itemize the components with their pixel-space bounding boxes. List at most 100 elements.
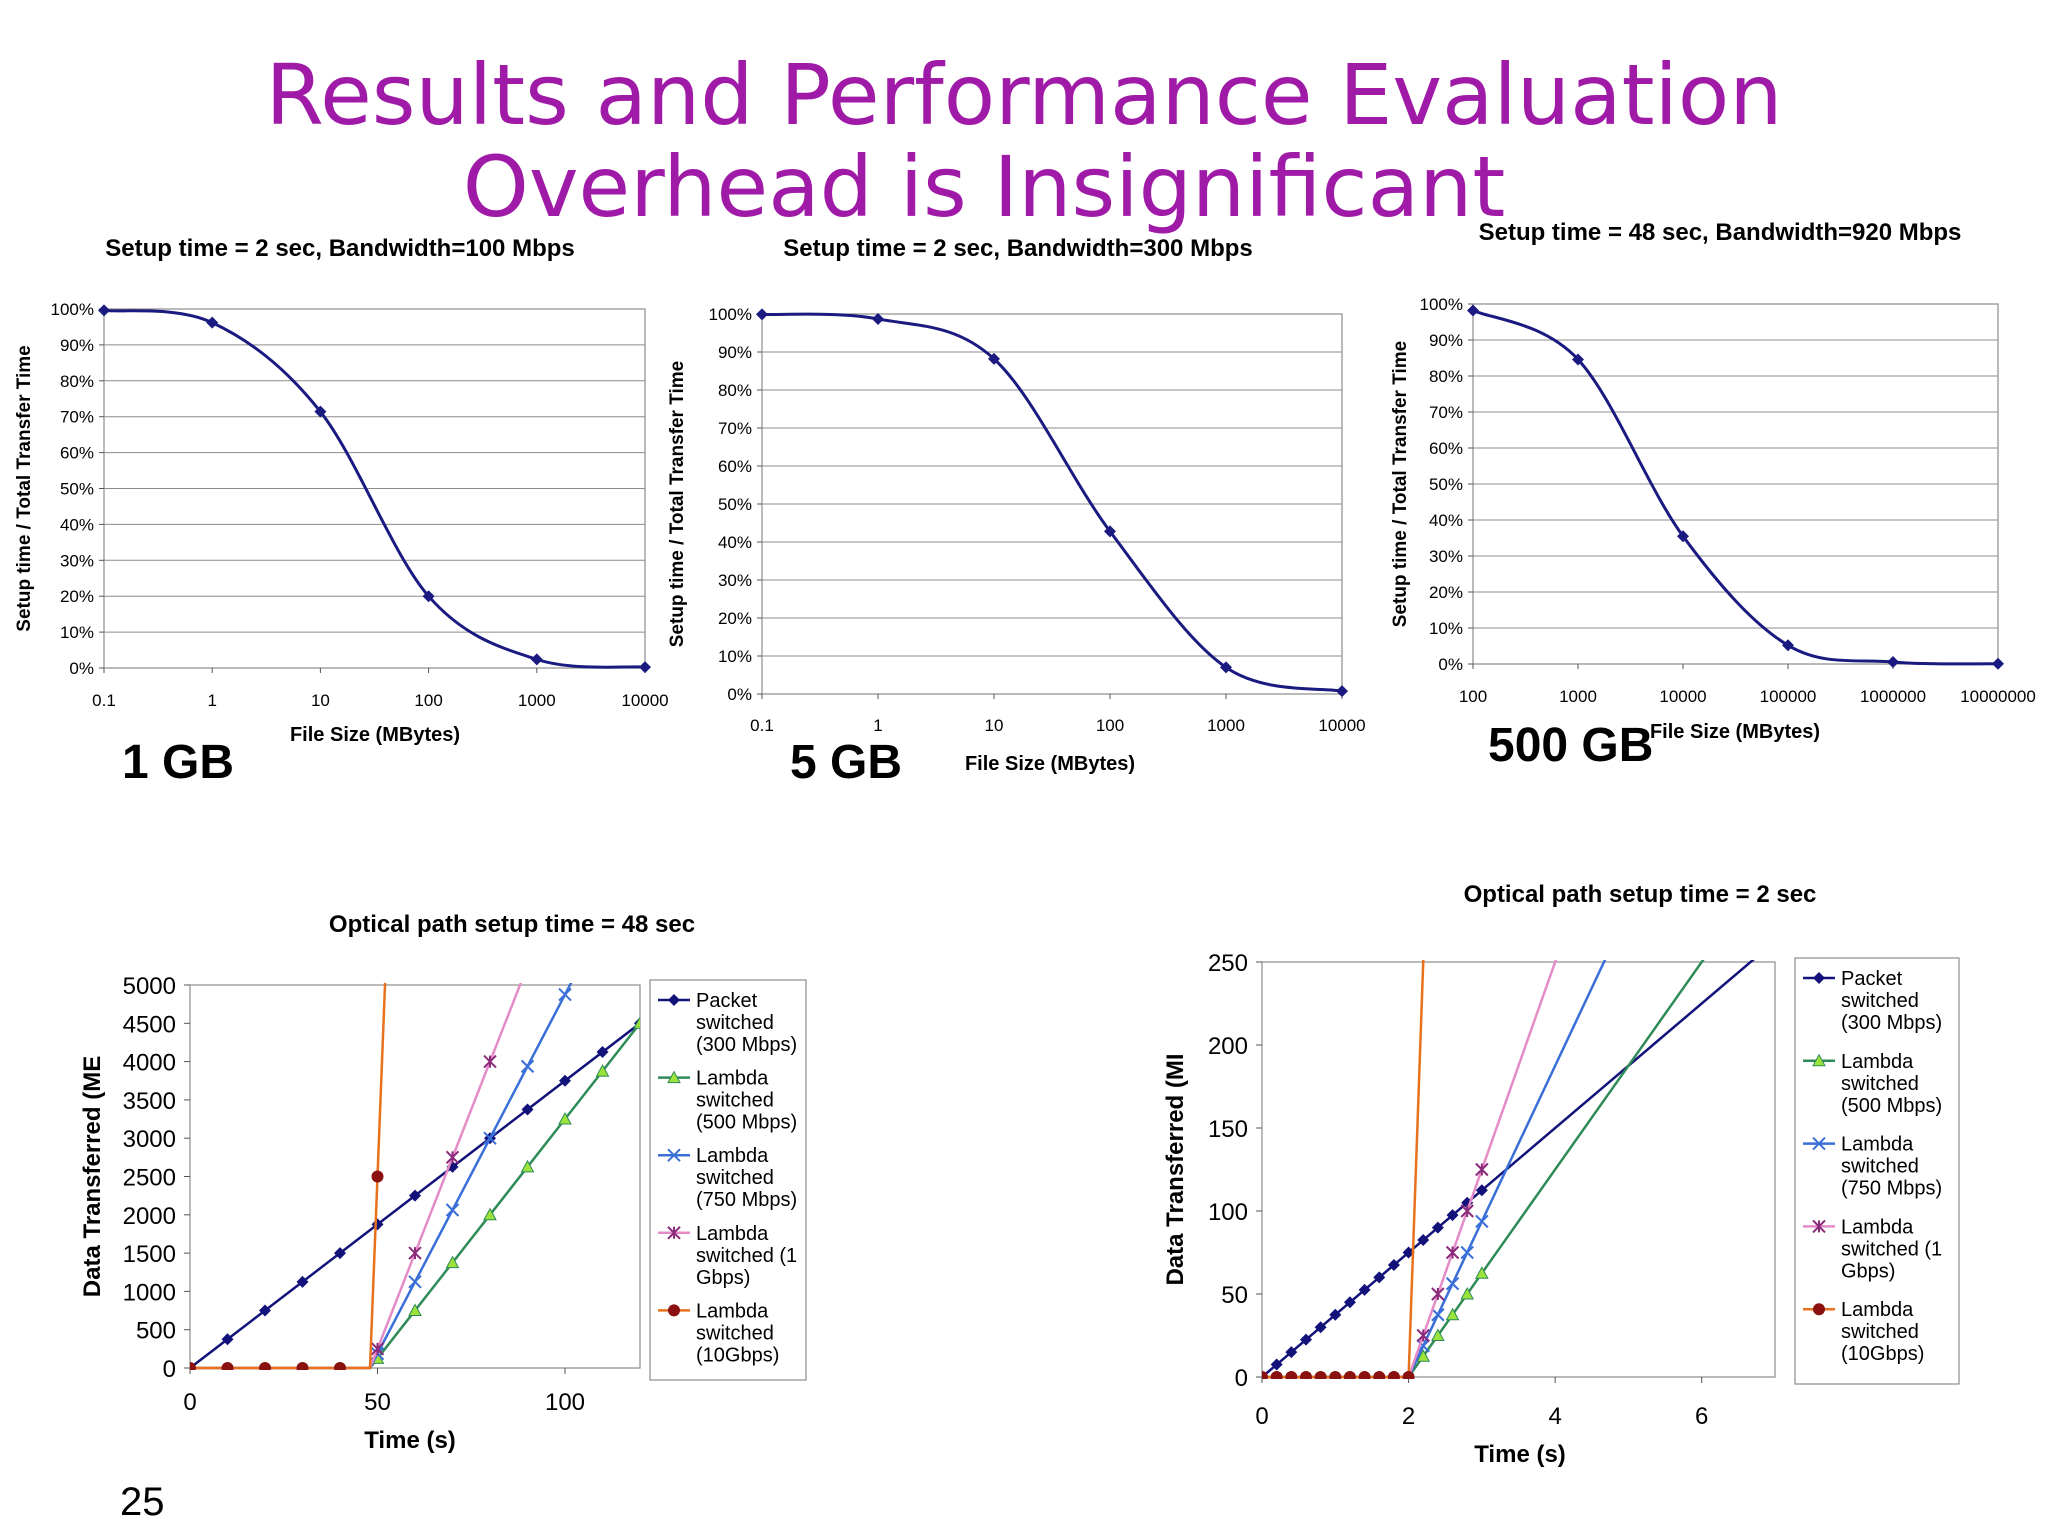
data-point — [1387, 1258, 1400, 1271]
data-point — [639, 661, 651, 674]
y-tick-label: 2500 — [123, 1165, 176, 1192]
series-line — [1262, 960, 1755, 1378]
y-tick-label: 40% — [1429, 511, 1463, 530]
x-tick-label: 10000000 — [1960, 687, 2036, 706]
y-tick-label: 60% — [60, 444, 94, 463]
x-tick-label: 1000000 — [1860, 687, 1926, 706]
data-point — [1460, 1245, 1474, 1260]
data-point — [1445, 1276, 1460, 1291]
chart-title: Setup time = 48 sec, Bandwidth=920 Mbps — [1479, 219, 1962, 246]
data-point — [530, 653, 543, 666]
data-point — [334, 1247, 346, 1260]
y-axis-label: Data Transferred (ME — [79, 1056, 106, 1297]
data-point — [483, 1054, 497, 1069]
y-tick-label: 50 — [1221, 1282, 1248, 1309]
data-point — [1104, 525, 1116, 538]
legend-label: switched — [1841, 1073, 1919, 1095]
data-point — [1314, 1371, 1327, 1379]
y-tick-label: 20% — [718, 609, 752, 628]
y-tick-label: 0 — [163, 1356, 176, 1383]
y-tick-label: 4000 — [123, 1050, 176, 1077]
y-tick-label: 3500 — [123, 1088, 176, 1115]
data-point — [1343, 1371, 1356, 1379]
legend-marker — [1812, 1053, 1826, 1067]
page-number: 25 — [120, 1480, 165, 1524]
data-point — [221, 1333, 234, 1346]
y-tick-label: 20% — [1429, 583, 1463, 602]
data-point — [445, 1255, 460, 1269]
x-axis-label: File Size (MBytes) — [290, 724, 460, 746]
data-point — [756, 308, 768, 321]
y-tick-label: 20% — [60, 587, 94, 606]
data-point — [1475, 1184, 1488, 1197]
y-tick-label: 150 — [1208, 1116, 1248, 1143]
y-tick-label: 50% — [60, 480, 94, 499]
data-point — [259, 1362, 271, 1370]
data-point — [1445, 1307, 1460, 1321]
data-point — [559, 1074, 571, 1087]
y-tick-label: 80% — [718, 381, 752, 400]
y-tick-label: 0 — [1235, 1365, 1248, 1392]
y-tick-label: 500 — [136, 1318, 176, 1345]
y-tick-label: 200 — [1208, 1033, 1248, 1060]
y-tick-label: 100% — [709, 305, 752, 324]
x-axis-label: File Size (MBytes) — [1650, 721, 1820, 743]
y-axis-label: Setup time / Total Transfer Time — [14, 345, 35, 631]
data-point — [408, 1275, 422, 1289]
y-tick-label: 250 — [1208, 950, 1248, 977]
y-tick-label: 70% — [60, 408, 94, 427]
data-point — [483, 1131, 497, 1145]
legend-marker — [668, 994, 680, 1006]
legend-label: switched — [696, 1167, 774, 1189]
series-line — [190, 983, 387, 1370]
legend-label: switched — [1841, 1156, 1919, 1178]
data-point — [1431, 1221, 1444, 1234]
y-tick-label: 10% — [60, 623, 94, 642]
chart-title: Setup time = 2 sec, Bandwidth=100 Mbps — [105, 235, 574, 262]
y-tick-label: 0% — [1438, 655, 1463, 674]
data-point — [1373, 1271, 1386, 1284]
legend-label: switched (1 — [696, 1245, 797, 1267]
y-tick-label: 50% — [1429, 475, 1463, 494]
size-label-500gb: 500 GB — [1488, 719, 1654, 772]
data-point — [1992, 657, 2004, 670]
y-tick-label: 1500 — [123, 1241, 176, 1268]
x-tick-label: 10 — [311, 691, 330, 710]
data-point — [1329, 1308, 1342, 1321]
data-point — [1299, 1371, 1312, 1379]
legend-label: Lambda — [1841, 1216, 1914, 1238]
x-tick-label: 10000 — [1659, 687, 1706, 706]
data-point — [558, 987, 572, 1002]
legend-label: (10Gbps) — [696, 1344, 779, 1366]
data-point — [1343, 1296, 1356, 1309]
legend-marker — [667, 1226, 681, 1240]
slide-title-line-2: Overhead is Insignificant — [462, 138, 1506, 236]
y-tick-label: 100% — [51, 300, 94, 319]
plot-series — [190, 983, 640, 1370]
legend-marker — [667, 1148, 681, 1162]
legend-label: Lambda — [696, 1145, 769, 1167]
chart-title: Optical path setup time = 48 sec — [329, 911, 695, 938]
data-point — [1416, 1349, 1431, 1362]
y-axis-label: Data Transferred (MI — [1162, 1053, 1189, 1285]
y-tick-label: 80% — [1429, 367, 1463, 386]
data-point — [1431, 1328, 1445, 1341]
data-point — [1475, 1266, 1489, 1279]
x-tick-label: 0 — [183, 1389, 196, 1416]
legend-label: switched — [1841, 1321, 1919, 1343]
data-point — [1887, 656, 1899, 669]
data-point — [520, 1159, 535, 1173]
data-point — [483, 1207, 497, 1221]
data-point — [1445, 1245, 1460, 1260]
legend-label: switched — [696, 1322, 774, 1344]
data-point — [1431, 1308, 1445, 1322]
y-axis-label: Setup time / Total Transfer Time — [667, 361, 688, 647]
data-point — [1314, 1321, 1327, 1334]
y-tick-label: 1000 — [123, 1279, 176, 1306]
data-point — [1475, 1214, 1489, 1229]
legend-label: switched — [696, 1090, 774, 1112]
data-point — [1446, 1209, 1459, 1222]
x-tick-label: 100 — [1096, 716, 1124, 735]
